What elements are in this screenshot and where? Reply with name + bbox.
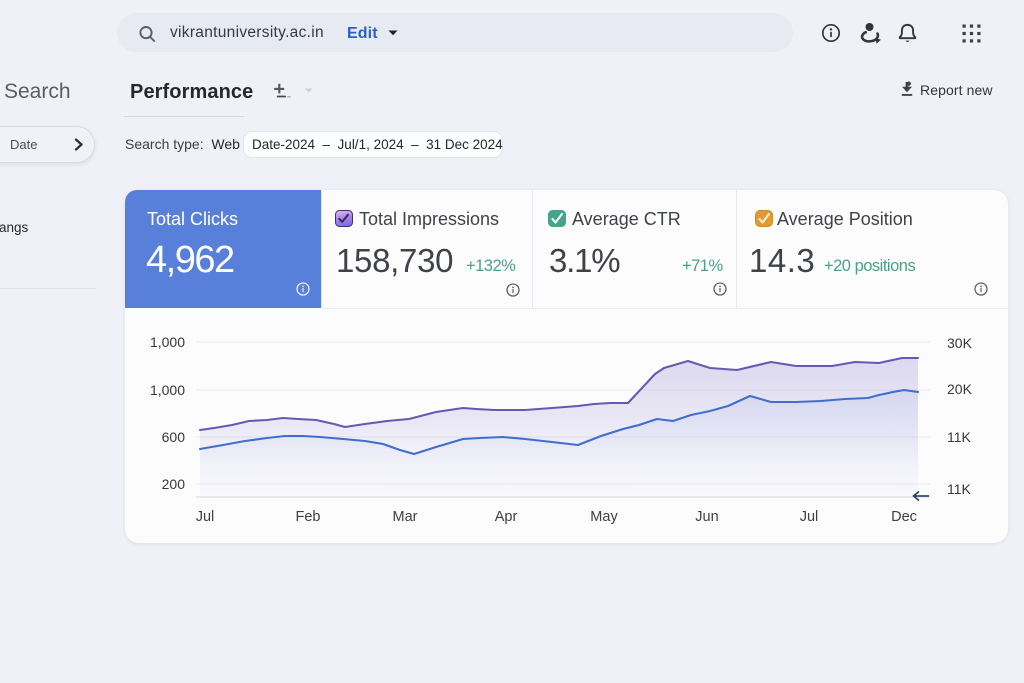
svg-text:Apr: Apr	[495, 509, 518, 525]
svg-text:Dec: Dec	[891, 509, 917, 525]
svg-text:Feb: Feb	[296, 509, 321, 525]
svg-text:1,000: 1,000	[150, 334, 185, 350]
svg-text:20K: 20K	[947, 381, 973, 397]
svg-text:200: 200	[162, 476, 186, 492]
svg-text:1,000: 1,000	[150, 382, 185, 398]
svg-text:Jul: Jul	[196, 509, 215, 525]
svg-text:Jun: Jun	[695, 509, 718, 525]
svg-text:600: 600	[162, 429, 186, 445]
svg-text:11K: 11K	[947, 429, 972, 445]
svg-text:Jul: Jul	[800, 509, 819, 525]
svg-text:Mar: Mar	[393, 509, 418, 525]
svg-text:30K: 30K	[947, 335, 973, 351]
svg-text:11K: 11K	[947, 481, 972, 497]
svg-text:May: May	[590, 509, 618, 525]
